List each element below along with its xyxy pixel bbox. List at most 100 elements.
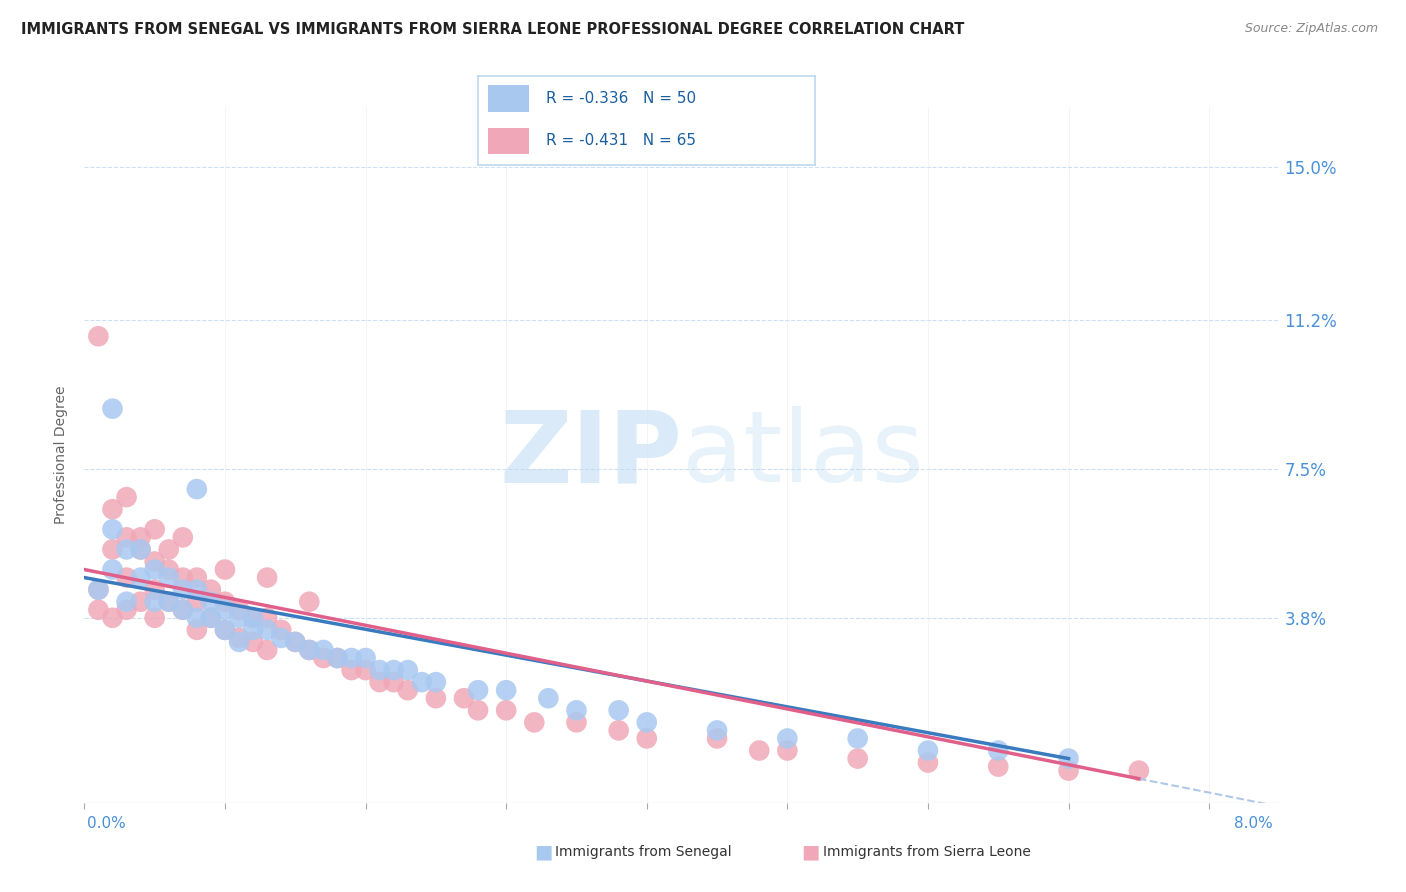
Point [157,562,180,576]
Point [917,743,939,757]
Point [157,571,180,585]
Text: 8.0%: 8.0% [1233,816,1272,830]
Point [143,595,166,609]
Point [368,663,391,677]
Point [1057,764,1080,778]
Point [270,623,292,637]
Point [214,603,236,617]
Text: IMMIGRANTS FROM SENEGAL VS IMMIGRANTS FROM SIERRA LEONE PROFESSIONAL DEGREE CORR: IMMIGRANTS FROM SENEGAL VS IMMIGRANTS FR… [21,22,965,37]
Point [228,603,250,617]
Point [776,743,799,757]
Point [228,631,250,645]
Point [354,663,377,677]
Point [706,723,728,738]
Point [607,723,630,738]
Point [411,675,433,690]
Point [143,522,166,536]
Point [214,562,236,576]
Text: 0.0%: 0.0% [87,816,127,830]
Point [115,595,138,609]
Point [382,663,405,677]
Point [129,595,152,609]
Point [172,603,194,617]
Point [256,643,278,657]
Point [495,683,517,698]
Point [129,542,152,557]
Point [453,691,475,706]
Point [1057,751,1080,765]
Point [115,603,138,617]
Point [1128,764,1150,778]
Point [186,582,208,597]
Point [284,635,307,649]
Point [425,675,447,690]
Point [396,663,419,677]
Bar [488,85,529,112]
Point [368,675,391,690]
Point [214,623,236,637]
Point [200,582,222,597]
Point [312,643,335,657]
Point [242,611,264,625]
Point [200,611,222,625]
Point [636,731,658,746]
Point [706,731,728,746]
Point [101,611,124,625]
Point [846,731,869,746]
Text: ■: ■ [801,842,820,862]
Point [87,603,110,617]
Point [256,623,278,637]
Point [242,623,264,637]
Point [298,643,321,657]
Point [172,571,194,585]
Point [186,623,208,637]
Point [115,490,138,504]
Point [87,329,110,343]
Text: Source: ZipAtlas.com: Source: ZipAtlas.com [1244,22,1378,36]
Point [312,651,335,665]
Point [467,683,489,698]
Text: Immigrants from Senegal: Immigrants from Senegal [555,845,733,859]
Y-axis label: Professional Degree: Professional Degree [55,385,69,524]
Point [101,542,124,557]
Point [776,731,799,746]
Point [425,691,447,706]
Point [270,631,292,645]
Point [607,703,630,717]
Point [186,611,208,625]
Point [537,691,560,706]
Point [172,603,194,617]
Point [298,643,321,657]
Point [242,611,264,625]
Point [565,715,588,730]
Point [186,571,208,585]
Point [129,542,152,557]
Point [200,611,222,625]
Point [396,683,419,698]
Point [101,562,124,576]
Point [214,595,236,609]
Point [115,542,138,557]
Point [143,582,166,597]
Point [101,401,124,416]
Point [157,595,180,609]
Point [382,675,405,690]
Point [172,582,194,597]
Point [228,611,250,625]
Point [748,743,770,757]
Point [101,522,124,536]
Point [467,703,489,717]
Point [228,635,250,649]
Point [101,502,124,516]
Point [214,623,236,637]
Point [636,715,658,730]
Point [354,651,377,665]
Point [143,611,166,625]
Point [326,651,349,665]
Point [115,571,138,585]
Point [186,595,208,609]
Point [115,530,138,544]
Text: ZIP: ZIP [499,407,682,503]
Point [87,582,110,597]
Point [340,663,363,677]
